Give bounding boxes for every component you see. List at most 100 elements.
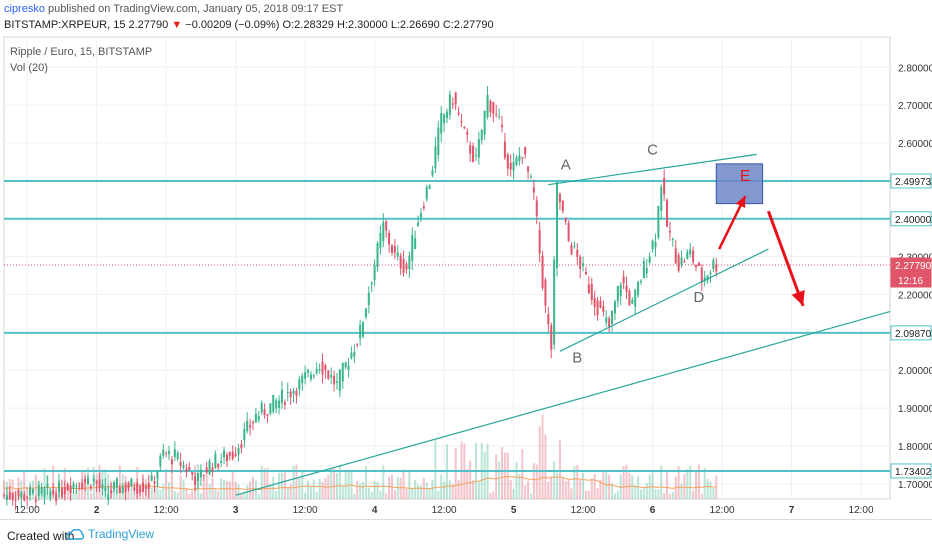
- volume-bar: [541, 414, 544, 499]
- volume-bar: [315, 491, 318, 499]
- candle-body: [269, 403, 272, 414]
- x-tick-label: 7: [789, 505, 795, 516]
- series-legend: Ripple / Euro, 15, BITSTAMP: [10, 46, 153, 58]
- volume-bar: [309, 486, 312, 499]
- candle-body: [370, 282, 373, 285]
- candle-body: [20, 491, 23, 498]
- volume-bar: [509, 479, 512, 499]
- x-tick-label: 12:00: [710, 505, 735, 516]
- volume-bar: [683, 473, 686, 499]
- y-tick-label: 1.80000: [898, 442, 932, 453]
- volume-bar: [434, 440, 437, 499]
- candle-body: [220, 460, 223, 463]
- candle-body: [359, 324, 362, 339]
- price-label-box: [890, 257, 932, 273]
- volume-bar: [11, 479, 14, 499]
- candle-body: [144, 486, 147, 489]
- candle-body: [60, 488, 63, 497]
- x-tick-label: 4: [372, 505, 378, 516]
- x-tick-label: 12:00: [154, 505, 179, 516]
- candle-body: [483, 110, 486, 135]
- x-tick-label: 3: [233, 505, 239, 516]
- candle-body: [454, 92, 457, 105]
- candle-body: [616, 286, 619, 302]
- volume-bar: [457, 479, 460, 499]
- volume-bar: [582, 473, 585, 499]
- candle-body: [205, 467, 208, 473]
- candle-body: [492, 101, 495, 114]
- price-label-box: [890, 463, 932, 479]
- candle-body: [390, 245, 394, 254]
- tradingview-cloud-icon: [66, 528, 84, 540]
- volume-bar: [622, 466, 625, 499]
- candle-body: [72, 483, 75, 489]
- volume-bar: [567, 479, 570, 499]
- volume-bar: [527, 480, 530, 499]
- volume-bar: [558, 440, 561, 499]
- volume-bar: [237, 484, 240, 499]
- volume-bar: [402, 469, 405, 499]
- x-tick-label: 6: [650, 505, 656, 516]
- volume-bar: [257, 493, 260, 499]
- volume-bar: [654, 489, 657, 499]
- time-axis[interactable]: 12:00 2 12:00 3 12:00 4 12:00 5 12:00 6 12:00 7 12:0…: [15, 505, 874, 516]
- candle-body: [515, 157, 518, 165]
- volume-bar: [228, 481, 231, 499]
- price-axis[interactable]: 2.800002.700002.600002.500002.400002.300…: [890, 63, 932, 491]
- candle-body: [86, 478, 89, 485]
- candle-body: [159, 455, 162, 467]
- volume-bar: [295, 464, 298, 499]
- volume-bar: [324, 478, 327, 499]
- candle-body: [301, 375, 304, 384]
- volume-bar: [417, 484, 420, 499]
- candle-body: [414, 238, 417, 249]
- forecast-arrow-shaft: [766, 210, 805, 307]
- candle-body: [654, 241, 657, 248]
- volume-bar: [159, 490, 162, 499]
- candle-body: [107, 494, 110, 501]
- footer: Created with TradingView: [0, 519, 932, 551]
- volume-bar: [234, 482, 237, 499]
- candle-body: [709, 272, 712, 275]
- candle-body: [611, 311, 614, 324]
- candle-body: [191, 472, 194, 475]
- price-label: 2.27790: [895, 261, 932, 272]
- candle-body: [95, 480, 98, 484]
- candle-body: [223, 450, 226, 458]
- publisher-username[interactable]: cipresko: [4, 3, 45, 15]
- volume-bar: [506, 452, 509, 499]
- volume-bar: [608, 474, 611, 499]
- price-label: 1.73402: [895, 467, 932, 478]
- volume-bar: [414, 479, 417, 499]
- y-tick-label: 1.70000: [898, 480, 932, 491]
- volume-bar: [469, 460, 472, 499]
- tradingview-link[interactable]: TradingView: [66, 527, 154, 541]
- volume-bar: [321, 481, 324, 499]
- candle-body: [509, 162, 512, 170]
- volume-bar: [498, 461, 501, 499]
- candle-body: [139, 486, 142, 493]
- candle-body: [434, 146, 437, 169]
- candle-body: [312, 375, 315, 377]
- x-tick-label: 2: [94, 505, 100, 516]
- candle-body: [57, 482, 61, 493]
- volume-bar: [625, 464, 628, 499]
- volume-bar: [692, 490, 695, 499]
- volume-bar: [292, 465, 295, 499]
- wave-label-a: A: [561, 157, 571, 174]
- candle-body: [367, 292, 370, 306]
- candle-body: [304, 372, 307, 379]
- candle-body: [92, 478, 95, 482]
- candle-body: [579, 256, 582, 269]
- candle-body: [660, 186, 663, 211]
- published-text: published on TradingView.com, January 05…: [48, 3, 344, 15]
- candle-body: [547, 314, 550, 325]
- candle-body: [364, 308, 367, 318]
- volume-bar: [23, 470, 26, 499]
- candle-body: [399, 255, 402, 269]
- volume-bar: [173, 491, 176, 499]
- candle-body: [8, 492, 11, 500]
- volume-bar: [52, 465, 55, 499]
- candle-body: [532, 187, 535, 193]
